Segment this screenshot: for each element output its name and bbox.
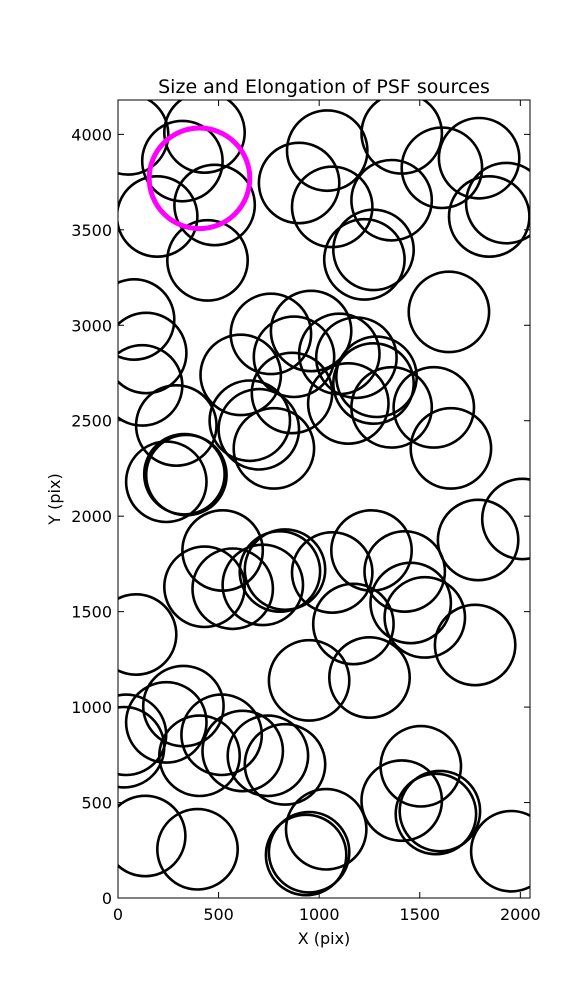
psf-source-circle — [383, 575, 467, 659]
x-tick-label: 1500 — [399, 905, 440, 924]
psf-source-circle — [166, 218, 250, 302]
psf-source-circle — [217, 387, 301, 471]
psf-source-circle — [252, 315, 336, 399]
psf-source-circle — [464, 161, 530, 245]
psf-source-circle — [322, 217, 406, 301]
psf-source-circle — [118, 593, 178, 676]
y-tick-label: 1500 — [71, 603, 112, 622]
x-axis-title: X (pix) — [298, 929, 351, 948]
y-tick-label: 2500 — [71, 412, 112, 431]
psf-source-circle — [314, 316, 398, 400]
psf-source-circle — [118, 311, 188, 395]
psf-source-circle — [433, 603, 517, 687]
psf-source-circle — [144, 433, 228, 517]
psf-source-circle — [199, 333, 283, 417]
psf-source-circle — [118, 278, 176, 361]
ticks-layer: 0 500 1000 1500 2000 0 500 1000 1500 2000 2500 3000… — [71, 100, 541, 924]
plot-frame — [117, 99, 531, 899]
psf-source-circle — [331, 341, 415, 425]
highlight-circle — [146, 125, 253, 232]
psf-source-circle — [285, 109, 369, 193]
psf-source-circle — [257, 141, 341, 225]
psf-source-circle — [447, 175, 530, 258]
psf-source-circle — [229, 292, 313, 376]
psf-source-circle — [158, 714, 242, 798]
psf-source-circle — [284, 787, 368, 871]
psf-source-circle — [118, 100, 170, 176]
psf-source-circle — [118, 175, 199, 258]
psf-source-circle — [469, 809, 530, 893]
psf-source-circle — [118, 794, 187, 878]
psf-source-circle — [269, 289, 353, 373]
psf-source-circle — [350, 158, 434, 242]
chart-title: Size and Elongation of PSF sources — [158, 76, 490, 98]
y-tick-label: 500 — [81, 794, 112, 813]
psf-source-circle — [369, 561, 453, 645]
psf-source-circle — [267, 638, 351, 722]
psf-source-circle — [201, 709, 285, 793]
psf-source-circle — [243, 528, 327, 612]
y-tick-label: 2000 — [71, 507, 112, 526]
psf-source-circle — [331, 208, 415, 292]
psf-source-circle — [221, 543, 305, 627]
y-tick-label: 4000 — [71, 125, 112, 144]
psf-source-circle — [394, 772, 478, 856]
psf-source-circle — [208, 379, 292, 463]
psf-source-circle — [407, 270, 491, 354]
psf-source-circle — [232, 406, 316, 490]
y-axis-title: Y (pix) — [45, 473, 64, 525]
psf-source-circle — [163, 100, 246, 174]
psf-source-circle — [392, 365, 476, 449]
psf-source-circle — [350, 365, 434, 449]
psf-source-circle — [180, 693, 264, 777]
x-tick-label: 500 — [203, 905, 234, 924]
x-tick-label: 0 — [113, 905, 123, 924]
psf-source-circle — [250, 351, 334, 435]
psf-source-circle — [156, 807, 240, 891]
psf-source-circle — [173, 163, 257, 247]
psf-source-circle — [297, 312, 381, 396]
psf-source-circle — [400, 126, 484, 210]
psf-source-circle — [264, 813, 348, 897]
psf-source-circle — [140, 119, 224, 203]
circles-layer — [118, 100, 530, 897]
psf-source-circle — [409, 406, 493, 490]
psf-source-circle — [436, 498, 520, 582]
psf-source-circle — [243, 722, 327, 806]
psf-source-circle — [360, 759, 444, 843]
y-tick-label: 0 — [102, 889, 112, 908]
psf-source-circle — [437, 116, 521, 200]
psf-source-circle — [238, 529, 322, 613]
psf-source-circle — [311, 582, 395, 666]
psf-source-circle — [363, 529, 447, 613]
psf-source-circle — [124, 680, 208, 764]
psf-source-circle — [334, 335, 418, 419]
x-tick-label: 2000 — [500, 905, 541, 924]
psf-source-circle — [480, 477, 530, 561]
psf-source-circle — [398, 769, 482, 853]
psf-source-circle — [226, 714, 310, 798]
psf-source-circle — [267, 810, 351, 894]
y-tick-label: 1000 — [71, 698, 112, 717]
psf-source-circle — [191, 547, 275, 631]
psf-source-circle — [306, 361, 390, 445]
x-tick-label: 1000 — [299, 905, 340, 924]
psf-source-circle — [163, 545, 247, 629]
y-tick-label: 3000 — [71, 316, 112, 335]
psf-source-circle — [327, 635, 411, 719]
psf-source-circle — [290, 530, 374, 614]
psf-source-circle — [134, 383, 218, 467]
y-tick-label: 3500 — [71, 221, 112, 240]
